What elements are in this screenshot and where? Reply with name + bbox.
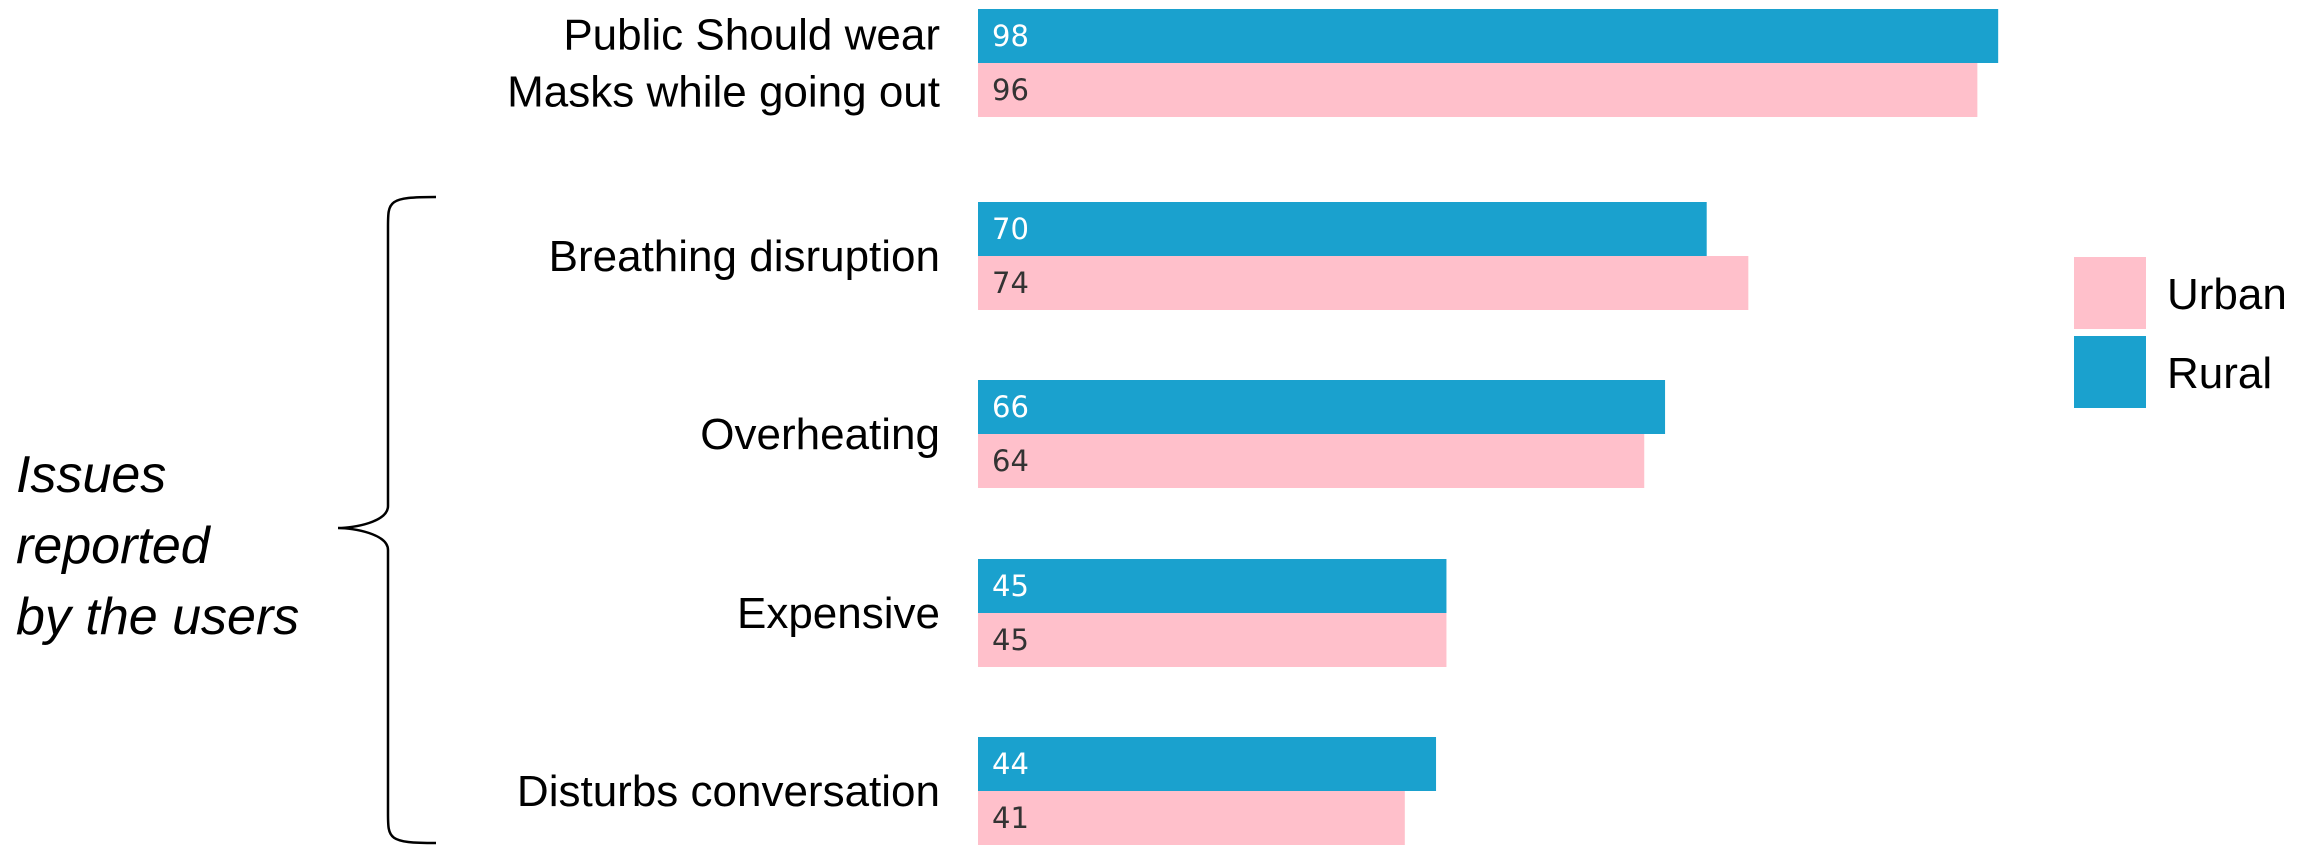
data-label-rural-2: 66 — [992, 390, 1029, 424]
legend-label-urban: Urban — [2167, 270, 2287, 319]
bar-rural-0 — [978, 9, 1999, 63]
category-label-3: Expensive — [737, 589, 940, 638]
category-label-4: Disturbs conversation — [517, 767, 940, 816]
group-label-line-1: reported — [16, 517, 212, 575]
data-label-urban-4: 41 — [992, 801, 1029, 835]
data-label-urban-0: 96 — [992, 73, 1029, 107]
category-label-0-line-1: Masks while going out — [507, 68, 940, 117]
bar-rural-3 — [978, 559, 1447, 613]
group-label-line-0: Issues — [16, 446, 166, 504]
bar-urban-3 — [978, 613, 1447, 667]
bar-rural-4 — [978, 737, 1437, 791]
legend-swatch-rural — [2074, 336, 2146, 408]
curly-brace — [337, 195, 437, 845]
legend: Urban Rural — [2074, 257, 2287, 408]
data-label-rural-0: 98 — [992, 19, 1029, 53]
bar-urban-1 — [978, 256, 1749, 310]
bar-urban-4 — [978, 791, 1405, 845]
legend-swatch-urban — [2074, 257, 2146, 329]
data-label-urban-3: 45 — [992, 623, 1029, 657]
category-labels: Public Should wear Masks while going out B… — [507, 11, 940, 817]
category-label-1: Breathing disruption — [549, 232, 940, 281]
data-label-rural-4: 44 — [992, 747, 1029, 781]
bar-urban-0 — [978, 63, 1978, 117]
bar-rural-1 — [978, 202, 1707, 256]
bars: 98 96 70 74 66 64 45 45 44 41 — [978, 9, 1999, 845]
group-label-line-2: by the users — [16, 588, 299, 646]
category-label-0-line-0: Public Should wear — [563, 11, 940, 60]
group-annotation: Issues reported by the users — [16, 446, 299, 646]
data-label-rural-1: 70 — [992, 212, 1029, 246]
data-label-urban-1: 74 — [992, 266, 1029, 300]
group-brace — [337, 195, 437, 845]
category-label-2: Overheating — [700, 410, 940, 459]
data-label-rural-3: 45 — [992, 569, 1029, 603]
legend-label-rural: Rural — [2167, 349, 2272, 398]
bar-rural-2 — [978, 380, 1666, 434]
bar-urban-2 — [978, 434, 1645, 488]
data-label-urban-2: 64 — [992, 444, 1029, 478]
